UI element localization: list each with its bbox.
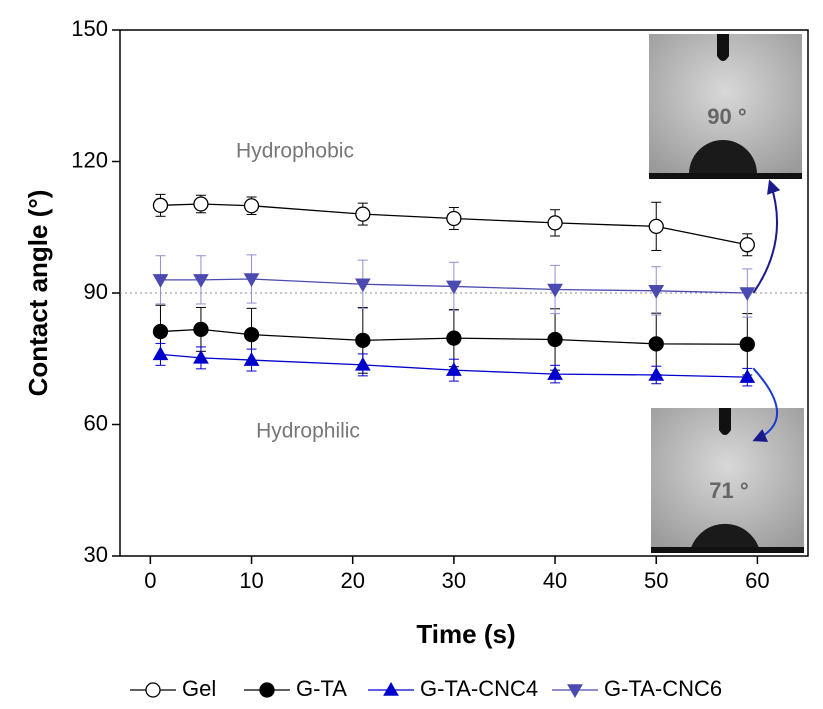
point — [243, 273, 260, 287]
y-tick-label: 60 — [84, 410, 108, 435]
point — [354, 356, 371, 371]
series-line — [160, 328, 748, 345]
point — [648, 336, 664, 352]
y-tick-label: 120 — [71, 147, 108, 172]
point — [446, 210, 462, 227]
legend-label: G-TA — [296, 676, 347, 701]
point — [739, 287, 756, 302]
point — [547, 215, 563, 231]
inset-image: 71 ° — [651, 408, 804, 553]
x-tick-label: 10 — [239, 568, 263, 593]
point — [193, 196, 209, 212]
point — [354, 278, 371, 293]
series-line — [160, 353, 748, 378]
inset-label: 71 ° — [709, 478, 748, 503]
droplet — [691, 523, 759, 548]
point — [355, 206, 371, 222]
needle — [717, 34, 729, 61]
inset-image: 90 ° — [649, 34, 802, 179]
point — [648, 366, 665, 381]
point — [145, 682, 161, 698]
legend-label: Gel — [182, 676, 216, 701]
y-tick-label: 90 — [84, 279, 108, 304]
point — [243, 352, 260, 366]
substrate — [651, 547, 804, 553]
x-axis-title: Time (s) — [416, 619, 515, 649]
point — [547, 331, 563, 348]
point — [243, 326, 260, 343]
point — [567, 684, 583, 699]
series — [152, 342, 756, 387]
series — [152, 193, 755, 257]
point — [547, 366, 563, 380]
point — [243, 198, 260, 214]
legend-label: G-TA-CNC6 — [604, 676, 722, 701]
x-tick-label: 50 — [644, 568, 668, 593]
series — [152, 254, 756, 318]
point — [446, 362, 462, 376]
y-tick-label: 150 — [71, 16, 108, 41]
inset-label: 90 ° — [707, 104, 746, 129]
point — [193, 349, 209, 364]
point — [355, 332, 371, 348]
point — [547, 283, 563, 298]
x-tick-label: 40 — [543, 568, 567, 593]
point — [152, 323, 169, 340]
x-tick-label: 20 — [340, 568, 364, 593]
arrow — [752, 179, 781, 294]
point — [259, 682, 275, 698]
x-tick-label: 60 — [745, 568, 769, 593]
series — [152, 304, 755, 376]
point — [739, 237, 755, 253]
y-tick-label: 30 — [84, 542, 108, 567]
point — [446, 330, 462, 346]
substrate — [649, 173, 802, 179]
point — [739, 369, 756, 383]
arrow — [752, 367, 778, 442]
x-tick-label: 0 — [144, 568, 156, 593]
point — [152, 197, 169, 213]
point — [648, 285, 665, 299]
point — [193, 321, 209, 338]
point — [446, 280, 462, 295]
legend-label: G-TA-CNC4 — [420, 676, 538, 701]
point — [193, 274, 209, 288]
point — [648, 218, 664, 235]
needle — [719, 408, 731, 435]
annotation: Hydrophobic — [236, 140, 354, 163]
point — [152, 346, 169, 361]
annotation: Hydrophilic — [256, 420, 360, 443]
point — [152, 274, 169, 288]
point — [739, 336, 755, 352]
series-line — [160, 278, 748, 294]
series-line — [160, 203, 748, 246]
y-axis-title: Contact angle (°) — [23, 190, 53, 397]
x-tick-label: 30 — [442, 568, 466, 593]
point — [383, 681, 399, 696]
droplet — [689, 140, 757, 174]
